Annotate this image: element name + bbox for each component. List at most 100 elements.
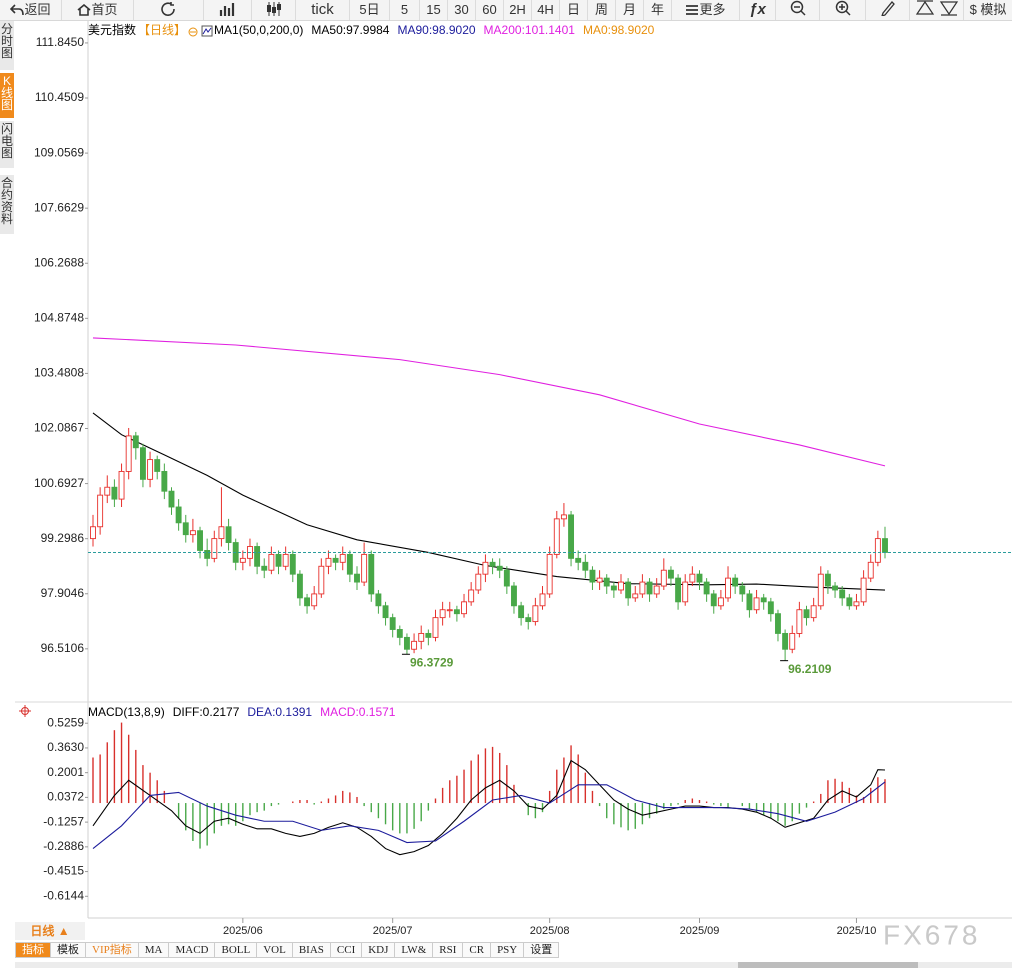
indicator-tab[interactable]: MACD: [169, 942, 216, 958]
indicator-label: MA1(50,0,200,0): [214, 23, 303, 37]
period-button[interactable]: 15: [420, 0, 448, 20]
period-button[interactable]: 5日: [350, 0, 390, 20]
indicator-tab[interactable]: BIAS: [292, 942, 331, 958]
candle-body: [311, 593, 318, 607]
indicator-tab[interactable]: CR: [463, 942, 492, 958]
period-button[interactable]: 年: [644, 0, 672, 20]
low-annotation: 96.2109: [788, 662, 832, 676]
candle-body: [796, 609, 803, 634]
refresh-button[interactable]: [134, 0, 204, 20]
candle-body: [382, 605, 389, 619]
candle-body: [432, 617, 439, 638]
shape-button[interactable]: [910, 0, 964, 20]
period-button[interactable]: 5: [390, 0, 420, 20]
candle-body: [346, 553, 353, 575]
indicator-tab[interactable]: LW&: [395, 942, 434, 958]
indicator-tab[interactable]: RSI: [433, 942, 464, 958]
indicator-tab[interactable]: BOLL: [215, 942, 258, 958]
y-tick-label: -0.4515: [43, 864, 84, 878]
candle-body: [375, 593, 382, 607]
back-icon: [10, 4, 25, 16]
candle-body: [696, 573, 703, 583]
indicator-tab[interactable]: 指标: [15, 942, 51, 958]
candle-body: [832, 585, 839, 591]
candle-body: [132, 435, 139, 449]
candle-body: [824, 573, 831, 587]
candle-body: [503, 569, 510, 587]
candle-body: [239, 557, 246, 563]
scrollbar[interactable]: [15, 962, 1012, 968]
candle-button[interactable]: [252, 0, 296, 20]
indicator-tab[interactable]: MA: [138, 942, 170, 958]
home-button[interactable]: 首页: [62, 0, 134, 20]
back-button[interactable]: 返回: [0, 0, 62, 20]
period-button[interactable]: 60: [476, 0, 504, 20]
indicator-tab[interactable]: 模板: [51, 942, 86, 958]
candle-body: [468, 589, 475, 603]
candle-body: [882, 538, 888, 553]
sidebar-tab[interactable]: 合约资料: [0, 175, 14, 235]
candle-body: [446, 609, 453, 612]
sidebar-tab-active[interactable]: K线图: [0, 73, 14, 119]
indicator-tab[interactable]: VOL: [257, 942, 293, 958]
candle-body: [603, 577, 610, 587]
tick-button[interactable]: tick: [296, 0, 350, 20]
period-button[interactable]: 月: [616, 0, 644, 20]
candle-body: [710, 593, 717, 607]
candle-body: [717, 597, 724, 607]
period-button[interactable]: 30: [448, 0, 476, 20]
indicator-tab[interactable]: 设置: [524, 942, 560, 958]
zoom-in-button[interactable]: [820, 0, 866, 20]
x-tick-label: 2025/10: [837, 925, 877, 937]
zoom-in-icon: [835, 0, 851, 16]
candle-body: [396, 629, 403, 638]
menu-icon: [686, 5, 699, 15]
candle-body: [439, 609, 446, 619]
y-tick-label: 99.2986: [41, 531, 85, 545]
triangle-icon: [915, 0, 958, 16]
candle-body: [639, 581, 646, 595]
candle-body: [546, 553, 553, 595]
candle-body: [625, 581, 632, 599]
chart-type-button[interactable]: [204, 0, 252, 20]
zoom-out-button[interactable]: [776, 0, 820, 20]
panel-title: MACD(13,8,9): [88, 705, 165, 719]
candle-body: [618, 581, 624, 591]
indicator-tab[interactable]: PSY: [491, 942, 525, 958]
home-icon: [77, 3, 91, 16]
candle-body: [760, 597, 767, 603]
candle-body: [282, 553, 289, 567]
draw-button[interactable]: [866, 0, 910, 20]
candle-body: [853, 601, 860, 607]
candle-body: [725, 577, 731, 599]
candle-body: [182, 522, 189, 536]
y-tick-label: -0.1257: [43, 814, 84, 828]
sidebar-tab[interactable]: 分时图: [0, 21, 14, 71]
candle-body: [453, 609, 460, 615]
candle-body: [425, 632, 432, 638]
period-button[interactable]: 4H: [532, 0, 560, 20]
simulate-button[interactable]: $ 模拟: [969, 2, 1007, 17]
period-tab[interactable]: 日线 ▲: [15, 922, 85, 940]
x-tick-label: 2025/09: [680, 925, 720, 937]
button-label: 更多: [699, 2, 726, 17]
indicator-tab[interactable]: KDJ: [362, 942, 396, 958]
candle-body: [418, 632, 425, 642]
period-button[interactable]: 周: [588, 0, 616, 20]
indicator-tab[interactable]: VIP指标: [86, 942, 139, 958]
candle-icon: [266, 2, 281, 16]
more-button[interactable]: 更多: [672, 0, 740, 20]
candle-body: [746, 593, 753, 611]
period-button[interactable]: 2H: [504, 0, 532, 20]
y-tick-label: 0.5259: [47, 715, 84, 729]
y-tick-label: -0.6144: [43, 888, 84, 902]
sidebar-tab[interactable]: 闪电图: [0, 121, 14, 169]
candle-body: [646, 581, 653, 595]
formula-button[interactable]: ƒx: [740, 0, 776, 20]
settings-icon[interactable]: [19, 705, 31, 717]
candle-body: [154, 459, 161, 472]
period-button[interactable]: 日: [560, 0, 588, 20]
indicator-tab[interactable]: CCI: [330, 942, 363, 958]
scroll-thumb[interactable]: [738, 962, 918, 968]
